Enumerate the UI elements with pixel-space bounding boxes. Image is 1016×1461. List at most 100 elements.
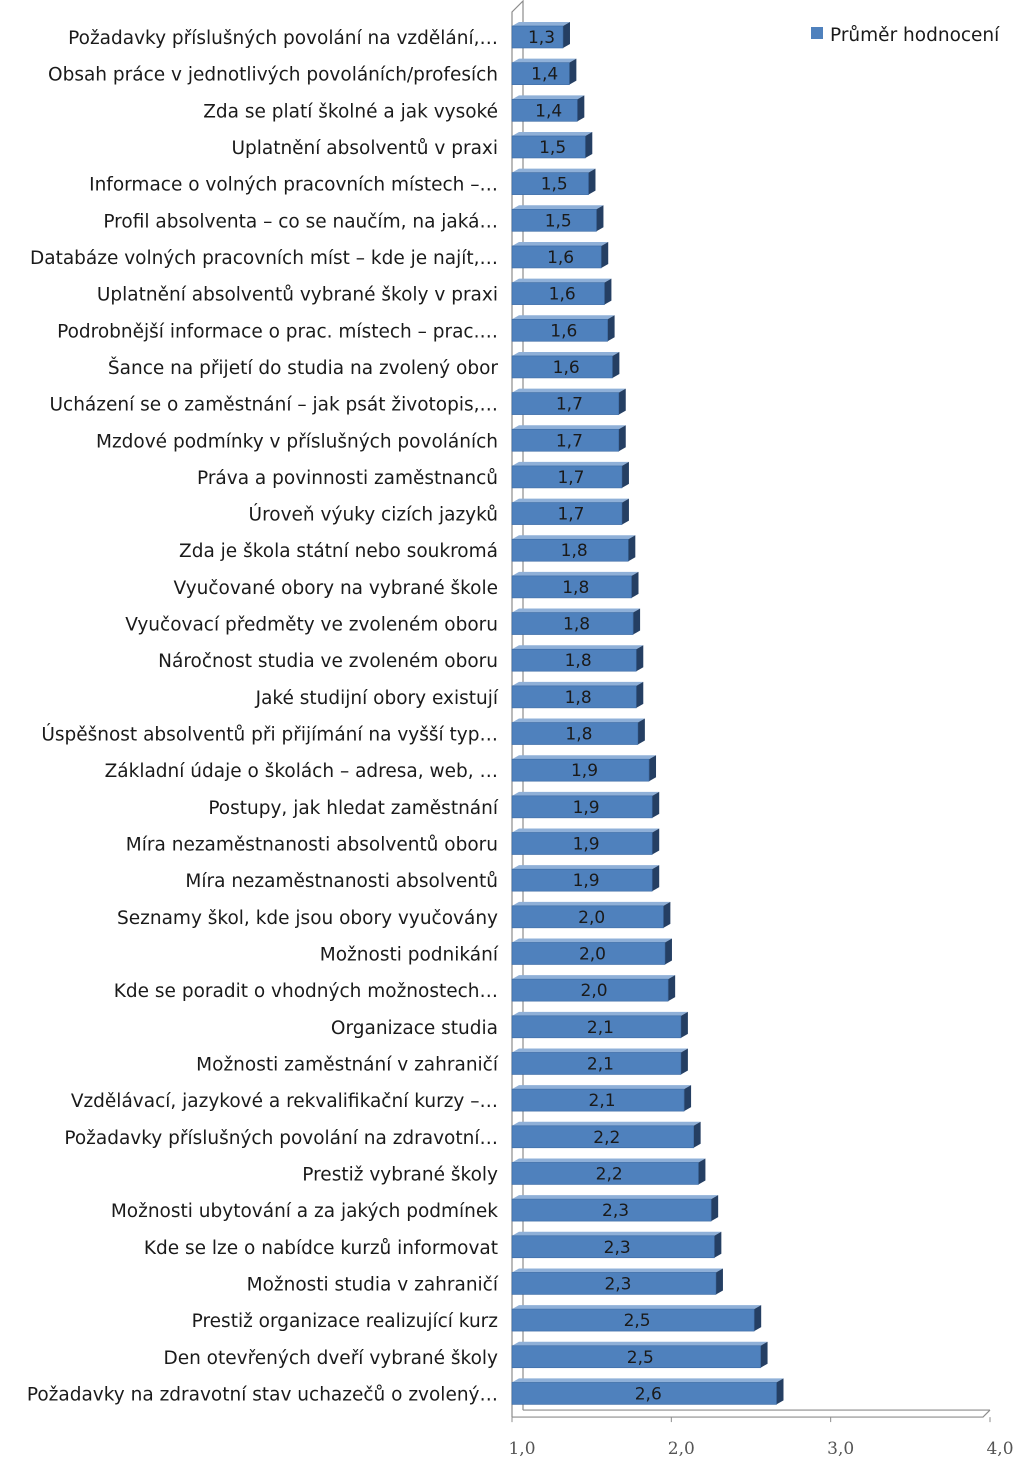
bar — [511, 722, 639, 745]
category-label: Jaké studijní obory existují — [255, 688, 499, 709]
bar-top — [512, 791, 660, 796]
bar-side — [596, 205, 604, 232]
bar-top — [512, 351, 620, 356]
bar — [511, 1382, 777, 1405]
bar-top — [512, 975, 676, 980]
bar — [511, 1162, 699, 1185]
bar — [511, 868, 653, 892]
category-label: Seznamy škol, kde jsou obory vyučovány — [117, 908, 498, 929]
bar — [511, 318, 608, 342]
bar-side — [588, 168, 596, 195]
bar-value-label: 2,0 — [581, 981, 608, 1001]
bar-value-label: 1,7 — [557, 505, 584, 525]
bar — [511, 99, 578, 122]
bar-value-label: 1,7 — [556, 395, 583, 415]
legend: Průměr hodnocení — [811, 25, 1000, 46]
bar-side — [652, 828, 660, 855]
bar-side — [631, 571, 639, 598]
category-label: Profil absolventa – co se naučím, na jak… — [103, 211, 498, 232]
bar-top — [512, 1268, 723, 1273]
bar-side — [714, 1231, 722, 1258]
bar — [511, 135, 586, 159]
bar-value-label: 2,3 — [602, 1201, 629, 1221]
bar-top — [512, 205, 604, 210]
category-label: Požadavky příslušných povolání na zdravo… — [64, 1128, 498, 1149]
x-tick-label: 4,0 — [986, 1439, 1013, 1459]
bar-side — [698, 1158, 706, 1185]
bar — [511, 1235, 715, 1259]
bar-value-label: 2,1 — [587, 1018, 614, 1038]
bar-side — [754, 1305, 762, 1332]
bar — [511, 502, 623, 525]
bar-top — [512, 58, 577, 63]
bar-top — [512, 168, 596, 173]
bar-value-label: 1,5 — [539, 138, 566, 158]
bar-top — [512, 1305, 762, 1310]
bar-side — [633, 608, 641, 635]
category-label: Úroveň výuky cizích jazyků — [249, 504, 498, 526]
bar-side — [668, 975, 676, 1002]
category-label: Vyučovací předměty ve zvoleném oboru — [125, 615, 498, 636]
bar-value-label: 2,3 — [604, 1274, 631, 1294]
bar-top — [512, 828, 660, 833]
bar-top — [512, 718, 645, 723]
category-label: Šance na přijetí do studia na zvolený ob… — [108, 357, 499, 379]
bar-value-label: 1,9 — [573, 798, 600, 818]
bar — [511, 1198, 712, 1222]
category-label: Ucházení se o zaměstnání – jak psát živo… — [49, 395, 498, 416]
bar — [511, 1052, 682, 1075]
bar — [511, 612, 634, 635]
bar-value-label: 1,6 — [549, 285, 576, 305]
bar-side — [680, 1048, 688, 1075]
category-label: Možnosti ubytování a za jakých podmínek — [111, 1201, 498, 1222]
category-label: Kde se poradit o vhodných možnostech… — [114, 981, 498, 1002]
x-tick-label: 1,0 — [508, 1439, 535, 1459]
bar-side — [604, 278, 612, 305]
bar-top — [512, 535, 636, 540]
bar-value-label: 2,1 — [589, 1091, 616, 1111]
bar-top — [512, 95, 585, 100]
category-label: Míra nezaměstnanosti absolventů — [185, 871, 498, 892]
bar-side — [585, 131, 593, 158]
category-label: Zda se platí školné a jak vysoké — [203, 101, 498, 122]
x-axis-floor — [512, 1409, 991, 1418]
bar-value-label: 1,7 — [557, 468, 584, 488]
bar-value-label: 1,9 — [571, 761, 598, 781]
bar — [511, 1125, 694, 1149]
bar — [511, 25, 564, 49]
bar-top — [512, 425, 626, 430]
bar-top — [512, 1195, 719, 1200]
bar-side — [776, 1378, 784, 1405]
bar-value-label: 1,6 — [553, 358, 580, 378]
bar — [511, 575, 632, 599]
bar-value-label: 1,5 — [541, 175, 568, 195]
category-label: Mzdové podmínky v příslušných povoláních — [96, 431, 498, 452]
bar — [511, 1272, 717, 1295]
category-label: Základní údaje o školách – adresa, web, … — [105, 761, 498, 782]
bar-top — [512, 645, 644, 650]
bar-side — [636, 681, 644, 708]
bar-value-label: 2,3 — [604, 1238, 631, 1258]
bar-value-label: 2,6 — [635, 1384, 662, 1404]
bar-side — [693, 1121, 701, 1148]
category-label: Možnosti studia v zahraničí — [247, 1274, 499, 1295]
bar-value-label: 1,8 — [562, 578, 589, 598]
bar — [511, 1308, 755, 1332]
bar-side — [637, 718, 645, 745]
bar — [511, 428, 620, 452]
bar — [511, 538, 629, 562]
category-label: Možnosti zaměstnání v zahraničí — [196, 1054, 499, 1075]
bar-side — [628, 535, 636, 562]
bar — [511, 355, 613, 379]
bar-side — [715, 1268, 723, 1295]
bar-value-label: 1,9 — [573, 871, 600, 891]
bar-value-label: 2,0 — [578, 908, 605, 928]
category-label: Požadavky příslušných povolání na vzdělá… — [68, 28, 498, 49]
legend-label: Průměr hodnocení — [830, 25, 1000, 46]
bar-side — [649, 755, 657, 782]
bar-side — [760, 1341, 768, 1368]
category-label: Prestiž organizace realizující kurz — [192, 1311, 498, 1332]
bar-value-label: 2,2 — [596, 1164, 623, 1184]
bar-value-label: 1,5 — [545, 211, 572, 231]
bar-value-label: 1,8 — [565, 688, 592, 708]
